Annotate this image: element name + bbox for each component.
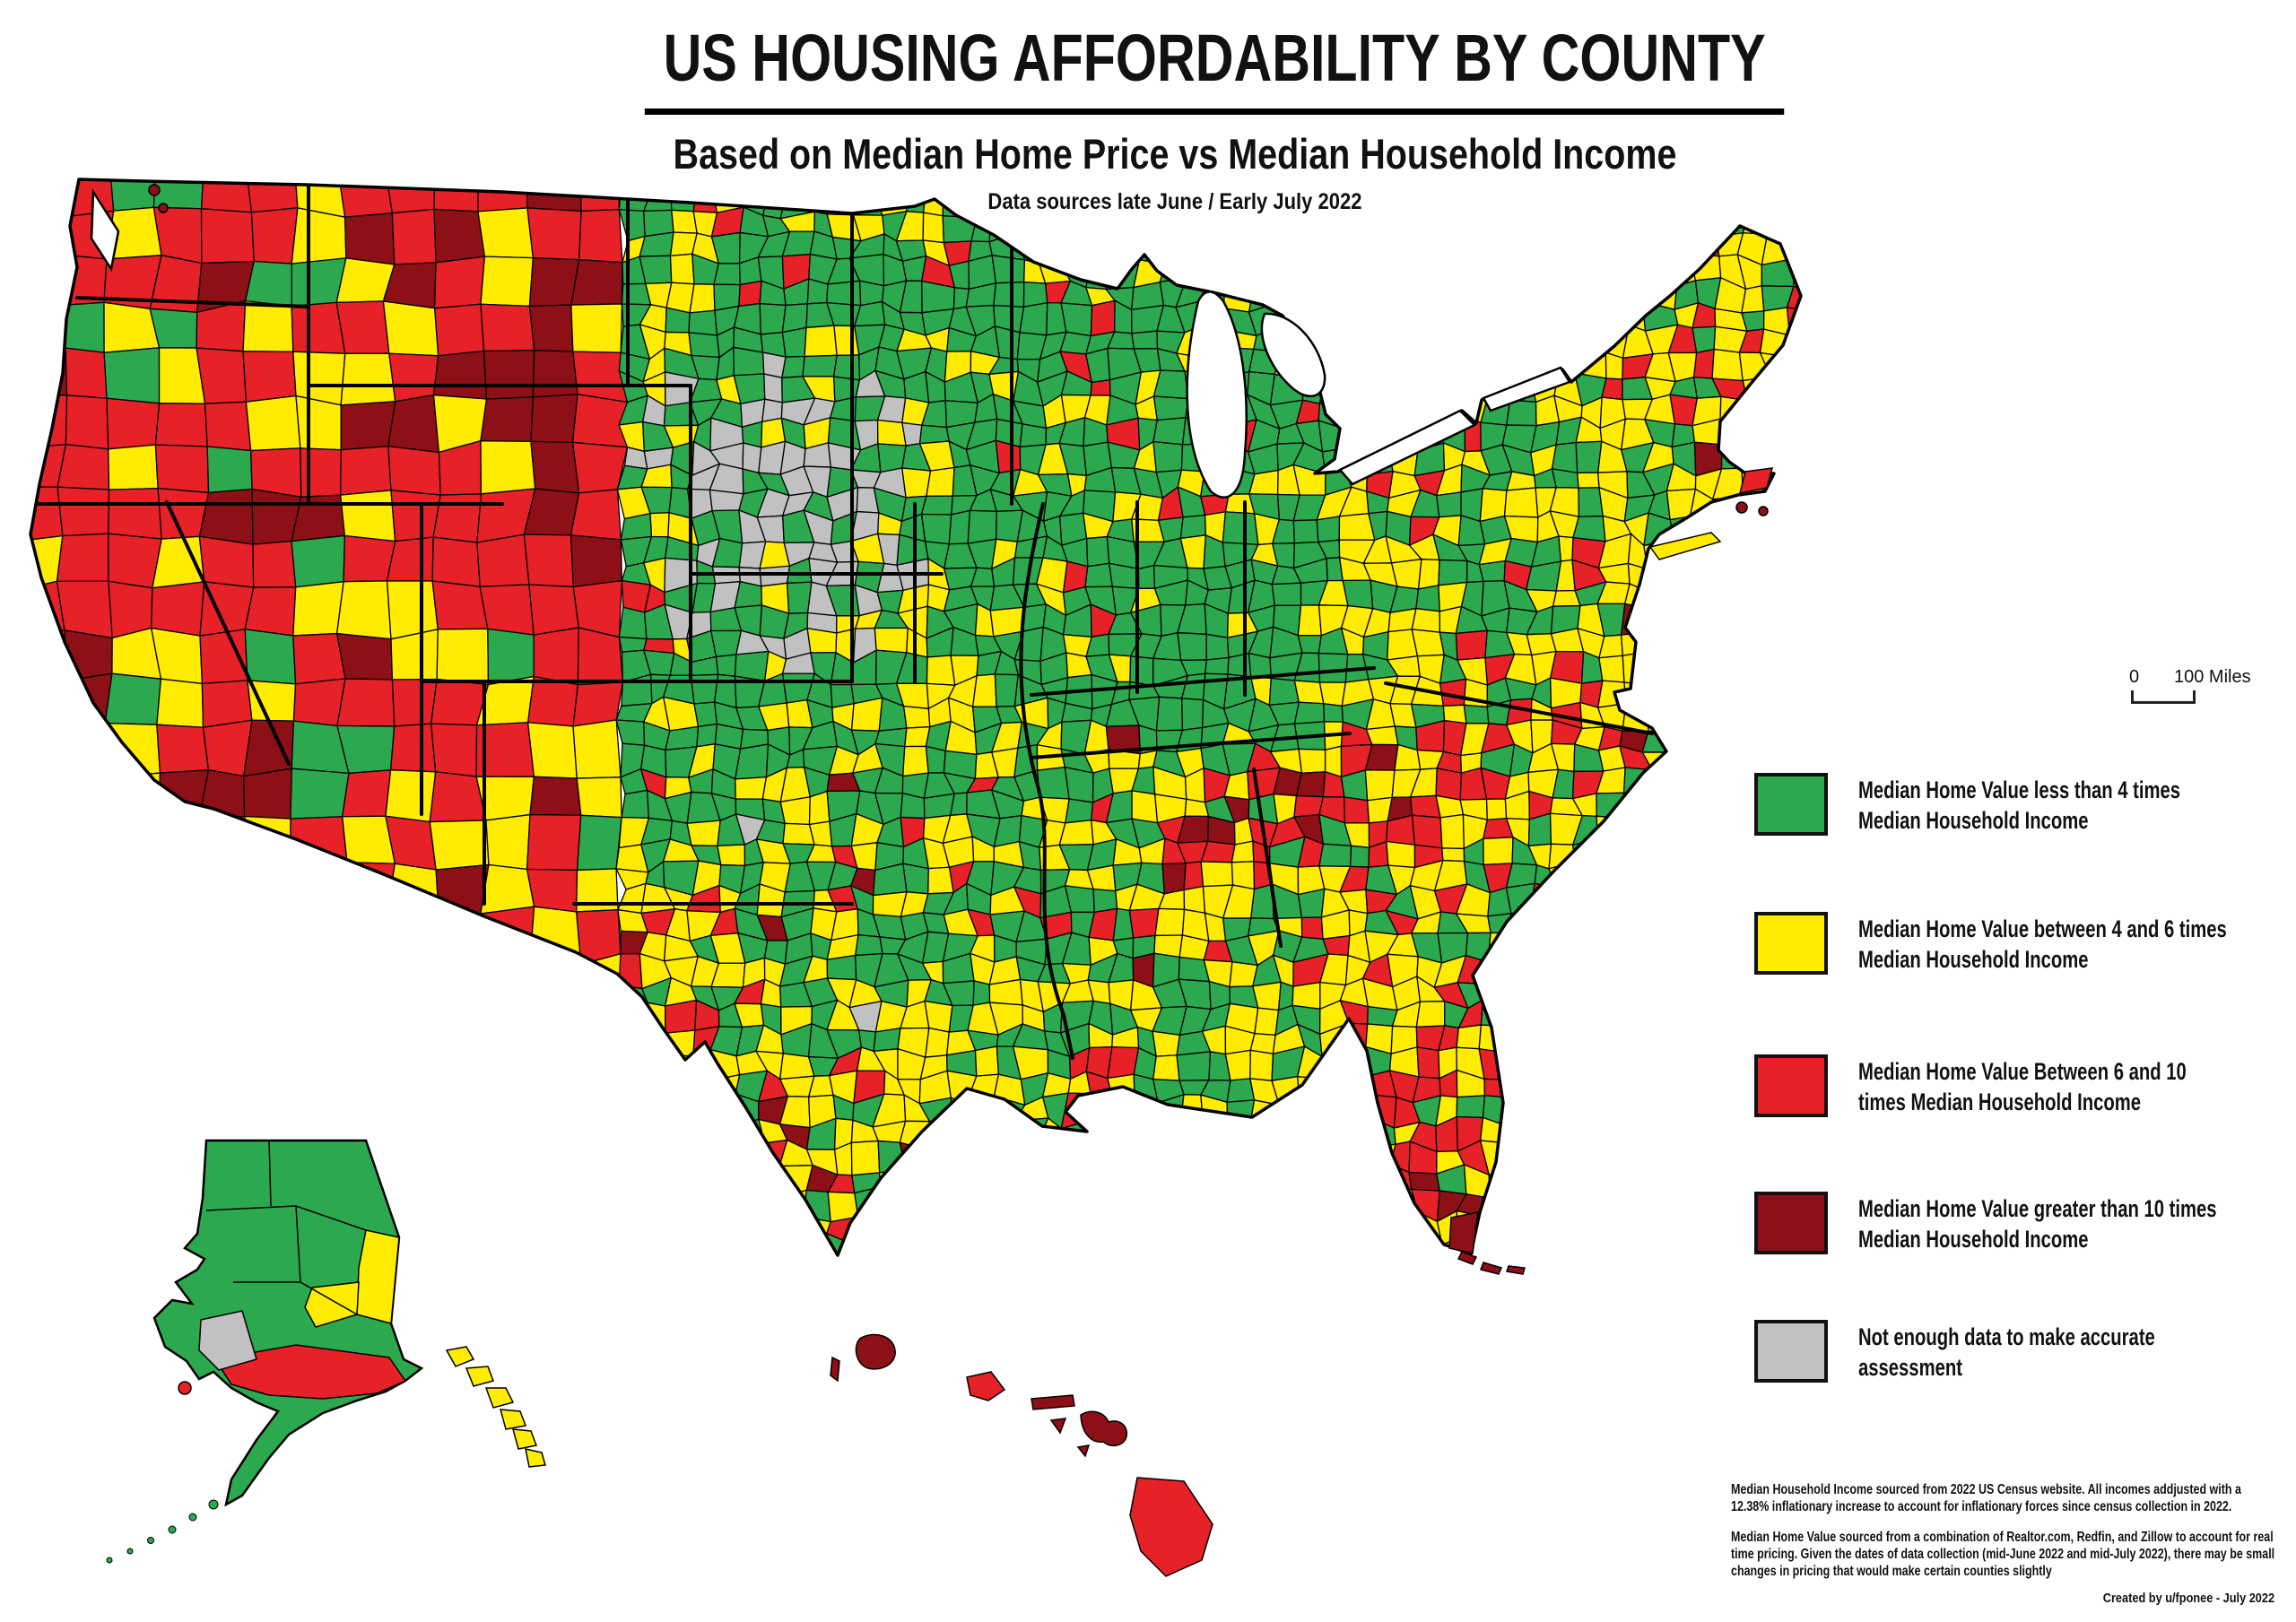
map-scale-bar: 0 100 Miles — [2118, 667, 2296, 704]
legend-item-less-than-4x: Median Home Value less than 4 times Medi… — [1754, 773, 2296, 836]
footnote-home-value-source: Median Home Value sourced from a combina… — [1731, 1530, 2275, 1579]
legend-swatch-green — [1754, 773, 1828, 836]
state-borders — [30, 185, 1654, 1060]
legend-label: Median Home Value Between 6 and 10 times… — [1858, 1058, 2187, 1115]
scale-bar-rule — [2131, 690, 2196, 704]
page-title: US HOUSING AFFORDABILITY BY COUNTY — [644, 20, 1785, 115]
legend-label: Median Home Value greater than 10 times … — [1858, 1195, 2217, 1253]
header: US HOUSING AFFORDABILITY BY COUNTY Based… — [502, 20, 1848, 215]
scale-distance-label: 100 Miles — [2174, 667, 2251, 687]
hawaii-inset-map — [830, 1333, 1213, 1577]
legend-swatch-red — [1754, 1054, 1828, 1117]
great-lakes — [90, 187, 1571, 499]
alaska-inset-map — [106, 1139, 546, 1564]
legend-item-no-data: Not enough data to make accurate assessm… — [1754, 1320, 2296, 1383]
credit-line: Created by u/fponee - July 2022 — [2102, 1591, 2274, 1606]
legend-swatch-yellow — [1754, 912, 1828, 975]
legend-label: Median Home Value less than 4 times Medi… — [1858, 776, 2181, 834]
legend-item-4-to-6x: Median Home Value between 4 and 6 times … — [1754, 912, 2296, 975]
footnote-income-source: Median Household Income sourced from 202… — [1731, 1482, 2241, 1514]
county-mosaic — [30, 179, 1801, 1255]
legend-label: Median Home Value between 4 and 6 times … — [1858, 915, 2227, 973]
legend-item-6-to-10x: Median Home Value Between 6 and 10 times… — [1754, 1054, 2296, 1117]
data-source-note: Data sources late June / Early July 2022 — [987, 189, 1362, 214]
legend-item-more-than-10x: Median Home Value greater than 10 times … — [1754, 1192, 2296, 1254]
legend-label: Not enough data to make accurate assessm… — [1858, 1323, 2155, 1381]
legend-swatch-gray — [1754, 1320, 1828, 1383]
scale-zero-label: 0 — [2129, 667, 2140, 687]
map-legend: Median Home Value less than 4 times Medi… — [1754, 773, 2292, 1418]
legend-swatch-dark-red — [1754, 1192, 1828, 1254]
footnotes: Median Household Income sourced from 202… — [1731, 1481, 2296, 1593]
coastal-islands — [148, 184, 1774, 1275]
page-subtitle: Based on Median Home Price vs Median Hou… — [673, 130, 1677, 178]
